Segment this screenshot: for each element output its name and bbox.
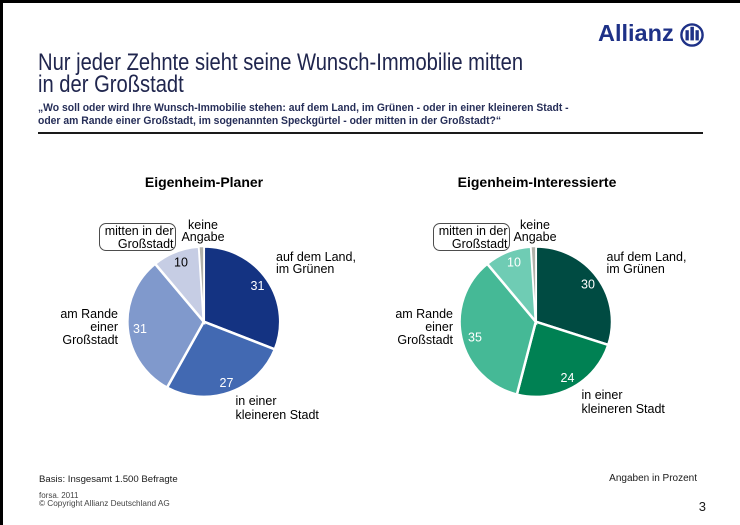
svg-text:35: 35 bbox=[468, 331, 482, 345]
svg-text:10: 10 bbox=[507, 256, 521, 270]
svg-text:31: 31 bbox=[251, 279, 265, 293]
svg-text:27: 27 bbox=[220, 376, 234, 390]
svg-text:10: 10 bbox=[174, 256, 188, 270]
svg-text:24: 24 bbox=[561, 371, 575, 385]
svg-text:31: 31 bbox=[133, 322, 147, 336]
svg-text:30: 30 bbox=[581, 278, 595, 292]
